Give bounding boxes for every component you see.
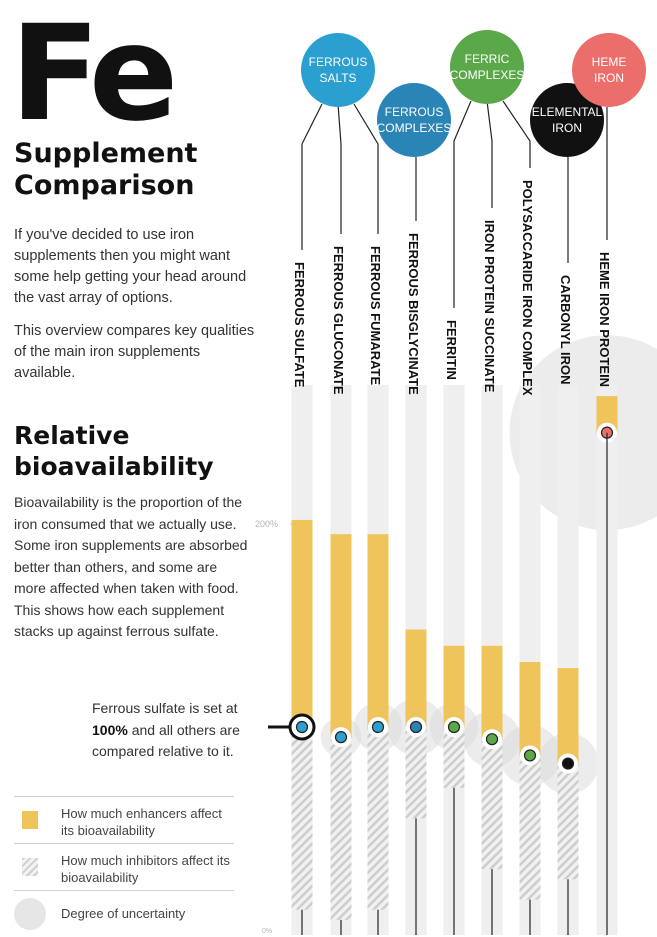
- group-label-heme-iron-1: HEME: [592, 55, 627, 69]
- enhancer-bar-ferrous-sulfate: [291, 519, 313, 727]
- group-label-elemental-iron-2: IRON: [552, 121, 582, 135]
- group-bubble-elemental-iron: [530, 83, 604, 157]
- section-title-line2: bioavailability: [14, 452, 214, 481]
- category-label-iron-protein-succinate: IRON PROTEIN SUCCINATE: [482, 220, 497, 393]
- group-label-ferric-complexes-2: COMPLEXES: [450, 68, 525, 82]
- inhibitor-bar-ferritin: [443, 727, 465, 788]
- page-title: Supplement Comparison: [14, 138, 197, 202]
- uncertainty-swatch-icon: [14, 898, 46, 930]
- uncertainty-heme-iron-protein: [509, 335, 657, 531]
- legend-uncertainty-label: Degree of uncertainty: [61, 906, 186, 921]
- group-label-ferrous-complexes-2: COMPLEXES: [377, 121, 452, 135]
- inhibitor-bar-ferrous-gluconate: [330, 737, 352, 920]
- inhibitor-bar-ferrous-sulfate: [291, 727, 313, 910]
- legend-enhancers: How much enhancers affect its bioavailab…: [14, 796, 234, 843]
- element-symbol: Fe: [10, 0, 178, 151]
- group-label-heme-iron-2: IRON: [594, 71, 624, 85]
- inhibitor-swatch-icon: [22, 858, 38, 876]
- baseline-note: Ferrous sulfate is set at 100% and all o…: [92, 698, 267, 763]
- inhibitor-bar-iron-protein-succinate: [481, 739, 503, 870]
- category-label-heme-iron-protein: HEME IRON PROTEIN: [597, 252, 612, 387]
- inhibitor-bar-ferrous-fumarate: [367, 727, 389, 910]
- page-title-line2: Comparison: [14, 170, 195, 201]
- marker-iron-protein-succinate: [485, 733, 499, 746]
- marker-ferritin: [447, 720, 461, 734]
- group-bubble-ferrous-complexes: [377, 83, 451, 157]
- group-label-ferrous-complexes-1: FERROUS: [385, 105, 444, 119]
- group-label-ferrous-salts-1: FERROUS: [309, 55, 368, 69]
- marker-ferrous-sulfate: [295, 720, 309, 734]
- enhancer-bar-heme-iron-protein: [596, 396, 618, 433]
- connector-ferritin: [453, 100, 472, 308]
- category-label-ferrous-sulfate: FERROUS SULFATE: [292, 262, 307, 388]
- group-bubble-ferrous-salts: [301, 33, 375, 107]
- connector-iron-protein-succinate: [486, 100, 493, 208]
- marker-ferrous-bisglycinate: [409, 720, 423, 734]
- connector-polysaccaride-iron-complex: [502, 100, 531, 168]
- connector-ferrous-fumarate: [353, 103, 379, 234]
- category-label-carbonyl-iron: CARBONYL IRON: [558, 275, 573, 385]
- category-label-ferrous-bisglycinate: FERROUS BISGLYCINATE: [406, 233, 421, 395]
- inhibitor-bar-polysaccaride-iron-complex: [519, 755, 541, 900]
- enhancer-swatch-icon: [22, 811, 38, 829]
- enhancer-bar-ferritin: [443, 645, 465, 727]
- group-label-ferric-complexes-1: FERRIC: [465, 52, 510, 66]
- legend-inhibitors: How much inhibitors affect its bioavaila…: [14, 843, 234, 890]
- inhibitor-bar-ferrous-bisglycinate: [405, 727, 427, 819]
- baseline-note-pre: Ferrous sulfate is set at: [92, 700, 238, 716]
- section-title: Relative bioavailability: [14, 420, 214, 482]
- category-label-polysaccaride-iron-complex: POLYSACCARIDE IRON COMPLEX: [520, 180, 535, 396]
- group-label-ferrous-salts-2: SALTS: [319, 71, 356, 85]
- enhancer-bar-ferrous-fumarate: [367, 534, 389, 727]
- category-label-ferrous-gluconate: FERROUS GLUCONATE: [331, 246, 346, 395]
- group-bubble-ferric-complexes: [450, 30, 524, 104]
- enhancer-bar-iron-protein-succinate: [481, 645, 503, 740]
- group-bubble-heme-iron: [572, 33, 646, 107]
- group-label-elemental-iron-1: ELEMENTAL: [532, 105, 603, 119]
- legend-uncertainty: Degree of uncertainty: [14, 890, 234, 937]
- category-label-ferrous-fumarate: FERROUS FUMARATE: [368, 246, 383, 385]
- enhancer-bar-ferrous-gluconate: [330, 534, 352, 738]
- marker-ferrous-fumarate: [371, 720, 385, 734]
- marker-carbonyl-iron: [561, 757, 575, 770]
- connector-ferrous-sulfate: [301, 103, 323, 250]
- section-description: Bioavailability is the proportion of the…: [14, 494, 248, 639]
- category-label-ferritin: FERRITIN: [444, 320, 459, 380]
- legend-enhancers-label: How much enhancers affect its bioavailab…: [61, 806, 222, 838]
- section-title-line1: Relative: [14, 421, 130, 450]
- marker-ferrous-gluconate: [334, 731, 348, 744]
- baseline-note-bold: 100%: [92, 721, 128, 738]
- baseline-note-post: and all others are compared relative to …: [92, 721, 240, 760]
- ytick-label-0: 0%: [262, 928, 272, 935]
- enhancer-bar-carbonyl-iron: [557, 668, 579, 764]
- marker-polysaccaride-iron-complex: [523, 749, 537, 762]
- legend: How much enhancers affect its bioavailab…: [14, 796, 234, 937]
- inhibitor-bar-carbonyl-iron: [557, 763, 579, 880]
- page-title-line1: Supplement: [14, 138, 198, 169]
- intro-paragraph-1: If you've decided to use iron supplement…: [14, 227, 247, 306]
- connector-ferrous-gluconate: [337, 103, 342, 234]
- legend-inhibitors-label: How much inhibitors affect its bioavaila…: [61, 853, 230, 885]
- ytick-label-200: 200%: [255, 519, 278, 529]
- enhancer-bar-polysaccaride-iron-complex: [519, 662, 541, 756]
- intro-paragraph-2: This overview compares key qualities of …: [14, 323, 255, 381]
- enhancer-bar-ferrous-bisglycinate: [405, 629, 427, 727]
